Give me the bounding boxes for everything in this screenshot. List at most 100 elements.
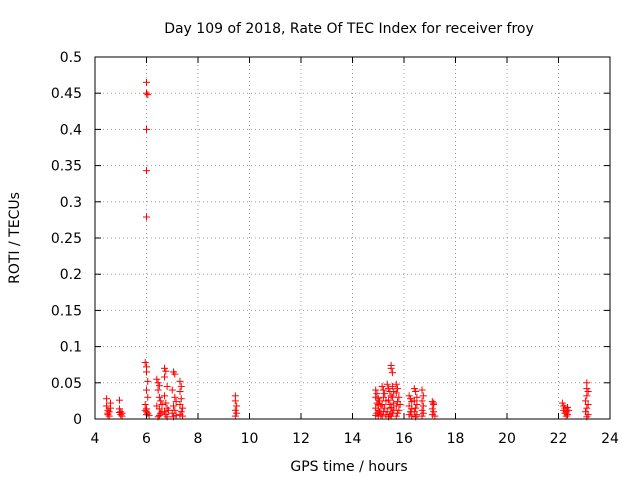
data-point (154, 379, 162, 387)
y-tick-label: 0.35 (51, 159, 82, 175)
data-point (171, 370, 179, 378)
data-point (431, 412, 439, 420)
data-point (144, 393, 152, 401)
data-point (387, 364, 395, 372)
data-point (379, 386, 387, 394)
data-point (419, 392, 427, 400)
data-point (143, 125, 150, 133)
data-point (115, 396, 123, 404)
chart-title: Day 109 of 2018, Rate Of TEC Index for r… (164, 21, 534, 37)
data-point (392, 402, 400, 410)
data-point (564, 411, 572, 419)
data-point (144, 377, 152, 385)
data-point (418, 412, 426, 420)
data-point (583, 385, 591, 393)
data-point (419, 409, 427, 417)
data-point (155, 382, 163, 390)
data-point (233, 409, 241, 417)
data-point (383, 380, 391, 388)
x-tick-label: 20 (498, 431, 516, 447)
data-point (168, 409, 176, 417)
data-point (177, 382, 185, 390)
data-point (392, 380, 400, 388)
data-point (163, 382, 171, 390)
data-point (565, 406, 573, 414)
data-point (143, 89, 150, 97)
data-point (378, 401, 386, 409)
data-point (412, 404, 420, 412)
data-point (157, 397, 165, 405)
data-point (161, 364, 169, 372)
x-tick-label: 12 (292, 431, 310, 447)
data-point (103, 395, 111, 403)
data-point (115, 408, 123, 416)
y-tick-label: 0 (73, 412, 82, 428)
data-point (103, 402, 111, 410)
x-tick-label: 4 (91, 431, 100, 447)
data-point (231, 412, 239, 420)
y-tick-label: 0.25 (51, 231, 82, 247)
data-point (233, 402, 241, 410)
data-point (379, 393, 387, 401)
data-point (584, 387, 592, 395)
data-point (161, 392, 169, 400)
data-point (372, 386, 380, 394)
data-point (171, 393, 179, 401)
data-point (143, 386, 150, 394)
data-point (143, 167, 150, 175)
data-point (394, 409, 402, 417)
data-point (381, 404, 389, 412)
data-point (413, 401, 421, 409)
data-point (141, 406, 149, 414)
axis-ticks: 4 6 8 10 12 14 16 18 20 22 24 0 0.05 0.1 0.15 0.2 0.25 0.… (51, 50, 619, 447)
data-point (162, 367, 170, 375)
data-point (141, 359, 149, 367)
data-point (430, 408, 438, 416)
data-point (392, 412, 400, 420)
data-point (154, 386, 162, 394)
data-point (144, 91, 152, 99)
gridlines (95, 57, 610, 419)
y-tick-label: 0.5 (60, 50, 82, 66)
data-point (176, 387, 184, 395)
x-tick-label: 18 (447, 431, 465, 447)
data-point (385, 396, 393, 404)
data-point (176, 377, 184, 385)
data-point (143, 368, 150, 376)
data-point (405, 392, 413, 400)
data-point (105, 412, 113, 420)
data-point (231, 397, 239, 405)
y-tick-label: 0.15 (51, 303, 82, 319)
data-point (372, 411, 380, 419)
data-point (558, 399, 566, 407)
data-point (104, 409, 112, 417)
y-tick-label: 0.4 (60, 122, 82, 138)
x-axis-label: GPS time / hours (290, 459, 407, 475)
data-point (155, 411, 163, 419)
data-point (158, 401, 166, 409)
data-point (170, 402, 178, 410)
data-point (155, 393, 163, 401)
data-point (388, 369, 396, 377)
data-point (172, 398, 180, 406)
data-point (412, 387, 420, 395)
data-points (103, 78, 592, 421)
data-point (378, 412, 386, 420)
data-point (153, 375, 161, 383)
data-point (177, 408, 185, 416)
data-point (428, 398, 436, 406)
data-point (106, 399, 114, 407)
data-point (373, 390, 381, 398)
data-point (143, 213, 150, 221)
data-point (385, 385, 393, 393)
x-tick-label: 16 (395, 431, 413, 447)
data-point (583, 404, 591, 412)
data-point (408, 412, 416, 420)
data-point (162, 399, 170, 407)
x-tick-label: 22 (550, 431, 568, 447)
x-tick-label: 14 (344, 431, 362, 447)
data-point (161, 373, 169, 381)
y-tick-label: 0.2 (60, 267, 82, 283)
y-tick-label: 0.45 (51, 86, 82, 102)
